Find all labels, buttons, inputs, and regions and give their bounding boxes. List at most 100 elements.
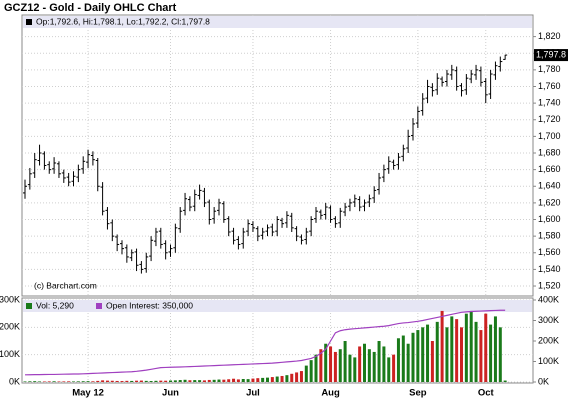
volume-bar	[372, 351, 376, 382]
volume-bar	[105, 380, 109, 382]
volume-bar	[295, 372, 299, 382]
volume-bar	[304, 365, 308, 382]
volume-bar	[333, 351, 337, 382]
x-tick-label: Sep	[409, 388, 427, 399]
volume-bar	[159, 380, 163, 382]
chart-title: GCZ12 - Gold - Daily OHLC Chart	[4, 2, 177, 14]
volume-bar	[222, 379, 226, 382]
volume-bar	[52, 381, 56, 382]
volume-bar	[406, 343, 410, 382]
volume-bar	[382, 346, 386, 382]
volume-bar	[130, 380, 134, 382]
volume-bar	[338, 349, 342, 382]
volume-bar	[91, 381, 95, 382]
y2-tick-label: 300K	[538, 315, 559, 325]
volume-legend-strip	[23, 300, 532, 312]
volume-bar	[139, 380, 143, 382]
legend-swatch	[96, 303, 102, 309]
x-tick-label: Aug	[321, 388, 340, 399]
x-tick-label: Jul	[246, 388, 260, 399]
volume-bar	[319, 349, 323, 382]
volume-bar	[387, 357, 391, 382]
oi-legend: Open Interest: 350,000	[106, 300, 193, 310]
volume-bar	[76, 381, 80, 382]
volume-bar	[469, 310, 473, 382]
volume-bar	[353, 357, 357, 382]
volume-bar	[503, 380, 507, 382]
volume-bar	[202, 380, 206, 382]
price-legend-strip	[23, 16, 532, 28]
volume-bar	[23, 381, 27, 382]
volume-bar	[110, 380, 114, 382]
volume-bar	[450, 316, 454, 382]
volume-bar	[164, 380, 168, 382]
volume-bar	[33, 381, 37, 382]
volume-bar	[207, 379, 211, 382]
volume-bar	[430, 341, 434, 382]
volume-bar	[455, 319, 459, 382]
volume-bar	[285, 375, 289, 382]
y-tick-label: 1,780	[538, 64, 561, 74]
volume-bar	[396, 338, 400, 382]
volume-bar	[489, 324, 493, 382]
y-tick-label: 1,560	[538, 247, 561, 257]
volume-bar	[38, 381, 42, 382]
y-tick-label: 1,600	[538, 214, 561, 224]
volume-legend: Vol: 5,290	[36, 300, 74, 310]
y-tick-label: 200K	[0, 322, 20, 332]
volume-bar	[401, 335, 405, 382]
volume-bar	[460, 327, 463, 382]
y-tick-label: 100K	[0, 349, 20, 359]
volume-bar	[173, 380, 177, 382]
y-tick-label: 1,760	[538, 81, 561, 91]
y-tick-label: 1,720	[538, 114, 561, 124]
volume-bar	[498, 327, 502, 382]
volume-bar	[411, 332, 415, 382]
volume-bar	[212, 379, 216, 382]
volume-bar	[183, 379, 187, 382]
y-tick-label: 1,520	[538, 280, 561, 290]
y2-tick-label: 100K	[538, 356, 559, 366]
volume-bar	[464, 313, 468, 382]
volume-bar	[435, 321, 439, 382]
volume-bar	[125, 380, 129, 382]
y-tick-label: 1,620	[538, 197, 561, 207]
volume-bar	[251, 378, 255, 382]
volume-bar	[217, 379, 221, 382]
volume-bar	[178, 380, 182, 382]
volume-bar	[280, 375, 284, 382]
volume-bar	[198, 380, 202, 382]
legend-swatch	[26, 19, 32, 25]
volume-bar	[358, 346, 362, 382]
volume-bar	[86, 381, 90, 382]
volume-bar	[392, 354, 396, 382]
source: (c) Barchart.com	[34, 280, 97, 290]
volume-bar	[363, 343, 366, 382]
volume-bar	[135, 380, 139, 382]
last-price-label: 1,797.8	[536, 49, 566, 59]
volume-bar	[227, 379, 231, 382]
volume-bar	[232, 378, 236, 382]
volume-bar	[67, 381, 71, 382]
volume-bar	[474, 321, 478, 382]
y2-tick-label: 400K	[538, 294, 559, 304]
volume-bar	[241, 378, 245, 382]
y2-tick-label: 200K	[538, 335, 559, 345]
volume-bar	[416, 330, 420, 382]
volume-bar	[275, 376, 279, 382]
last-price-box	[534, 49, 568, 62]
volume-bar	[193, 380, 197, 382]
volume-bar	[149, 381, 153, 382]
y-tick-label: 1,820	[538, 31, 561, 41]
volume-bar	[246, 379, 250, 382]
y-tick-label: 0K	[9, 376, 20, 386]
volume-bar	[28, 381, 32, 382]
volume-bar	[484, 313, 488, 382]
volume-bar	[309, 360, 313, 382]
volume-bar	[261, 377, 265, 382]
y-tick-label: 1,700	[538, 131, 561, 141]
volume-bar	[62, 381, 66, 382]
volume-bar	[236, 379, 240, 382]
volume-bar	[96, 380, 100, 382]
volume-bar	[101, 380, 105, 382]
